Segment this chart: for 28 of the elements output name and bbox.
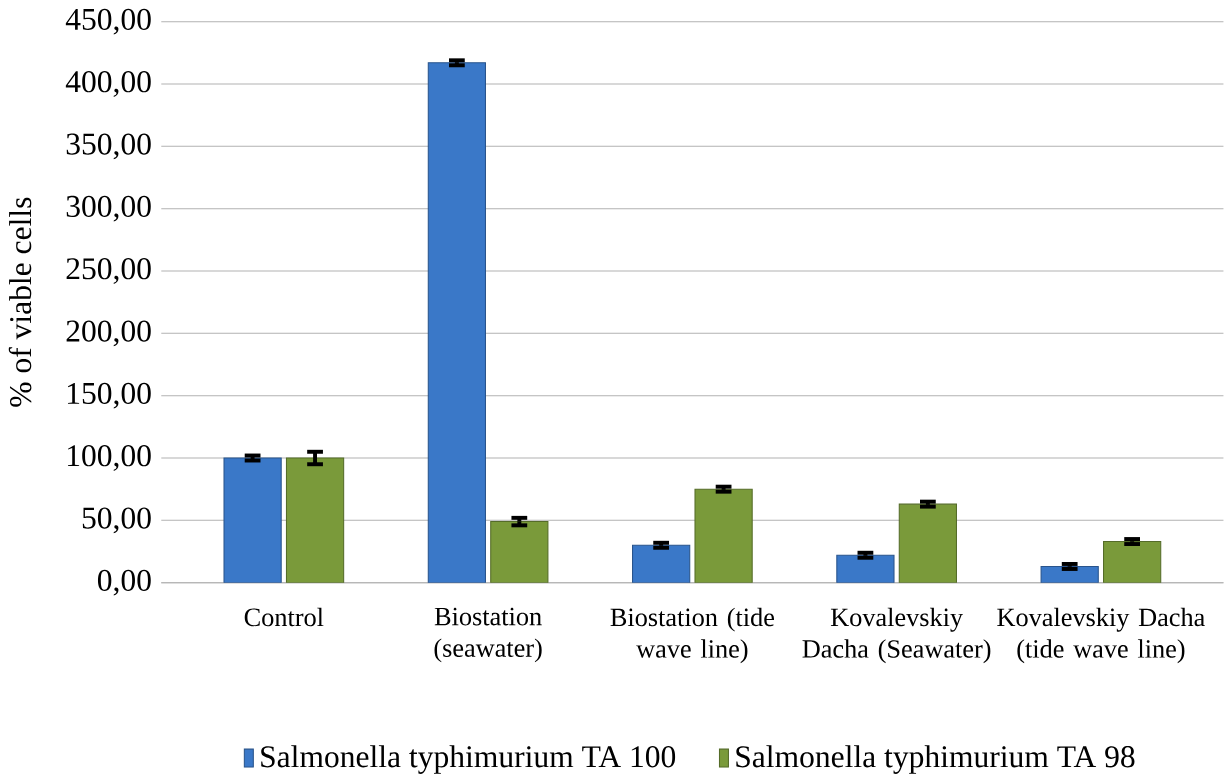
x-tick-label: Biostation (tide wave line): [610, 607, 774, 664]
y-tick-label: 50,00: [82, 507, 151, 534]
y-tick-label: 450,00: [65, 8, 151, 35]
y-tick-label: 100,00: [67, 445, 151, 472]
y-tick-label: 400,00: [65, 71, 151, 98]
x-tick-label: Control: [244, 607, 324, 627]
legend-label: Salmonella typhimurium TA 98: [736, 745, 1135, 775]
y-tick-label: 150,00: [67, 382, 151, 409]
bar: [1040, 566, 1099, 583]
bar: [898, 503, 957, 583]
x-tick-label: Kovalevskiy Dacha (tide wave line): [997, 607, 1205, 664]
y-tick-label: 200,00: [66, 320, 151, 347]
bar: [223, 457, 282, 583]
y-tick-label: 350,00: [66, 133, 151, 160]
bar: [632, 544, 691, 583]
y-tick-label: 300,00: [66, 195, 151, 222]
y-axis-title: % of viable cells: [8, 197, 32, 407]
bar: [1103, 541, 1162, 583]
bar: [285, 457, 345, 583]
bar: [836, 554, 895, 583]
bar: [427, 62, 486, 583]
x-tick-label: Kovalevskiy Dacha (Seawater): [802, 607, 991, 664]
y-tick-label: 0,00: [97, 569, 151, 596]
x-tick-label: Biostation (seawater): [434, 607, 542, 663]
bar: [490, 521, 549, 583]
y-tick-label: 250,00: [66, 258, 151, 285]
legend-label: Salmonella typhimurium TA 100: [261, 745, 676, 775]
bar: [694, 488, 753, 583]
